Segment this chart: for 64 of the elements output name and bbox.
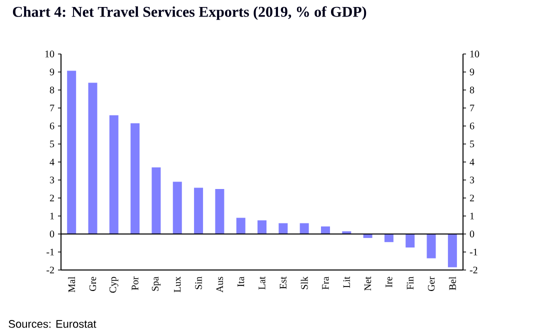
x-tick-label: Lit [343,276,350,288]
y-tick-label: 4 [470,158,474,166]
bar [278,223,288,234]
bar [406,234,415,248]
bar [426,234,436,258]
y-tick-label: 9 [470,68,474,76]
x-tick-label: Est [280,276,286,289]
y-tick-label: 2 [470,194,474,202]
y2-tick-label: 7 [50,104,54,112]
y2-tick-label: 3 [50,176,54,184]
y2-tick-label: 5 [50,140,54,148]
bar [215,189,224,234]
bar [172,182,182,234]
x-tick-label: Sin [195,276,202,290]
x-tick-label: Gre [89,276,96,292]
x-tick-label: Lux [174,276,181,292]
y-tick-label: 6 [470,122,474,130]
y-tick-label: -2 [470,266,478,274]
x-tick-label: Ita [238,276,244,287]
chart-title: Chart 4: Net Travel Services Exports (2019, % of GDP) [12,6,366,20]
y2-tick-label: 2 [50,194,54,202]
bar [300,223,309,234]
y2-tick-label: 9 [50,68,54,76]
x-tick-label: Slk [300,276,308,290]
y2-tick-label: 4 [50,158,54,166]
y2-tick-label: 8 [50,86,54,94]
x-tick-label: Por [132,276,138,290]
x-tick-label: Bel [448,276,456,290]
bar [384,234,394,242]
source-note: Sources: Eurostat [8,320,96,328]
x-tick-label: Cyp [110,276,118,293]
x-tick-label: Spa [152,276,161,291]
x-tick-label: Lat [258,276,266,290]
bar [194,188,204,234]
y-tick-label: 7 [470,104,474,112]
x-tick-label: Mal [68,276,76,292]
y2-tick-label: -1 [46,248,54,256]
y-tick-label: 10 [470,50,480,58]
bar [448,234,457,268]
y-tick-label: 5 [470,140,474,148]
bar [258,220,267,234]
y-tick-label: 1 [470,212,474,220]
y-tick-label: 3 [470,176,474,184]
x-tick-label: Fin [406,276,414,290]
y2-tick-label: 6 [50,122,54,130]
x-tick-label: Fra [322,276,329,290]
x-tick-label: Ire [386,276,392,288]
y2-tick-label: 0 [50,230,54,238]
bar [320,226,330,234]
bar [130,123,140,234]
bar [109,115,118,234]
y2-tick-label: 1 [50,212,54,220]
y2-tick-label: 10 [45,50,54,58]
bar [67,70,76,234]
y-tick-label: 8 [470,86,474,94]
x-tick-label: Net [364,276,372,291]
y-tick-label: -1 [470,248,478,256]
y-tick-label: 0 [470,230,474,238]
x-tick-label: Aus [216,276,224,292]
x-tick-label: Ger [428,276,435,292]
bar [88,82,98,234]
bar [236,218,246,234]
y2-tick-label: -2 [46,266,54,274]
bar [152,167,161,234]
